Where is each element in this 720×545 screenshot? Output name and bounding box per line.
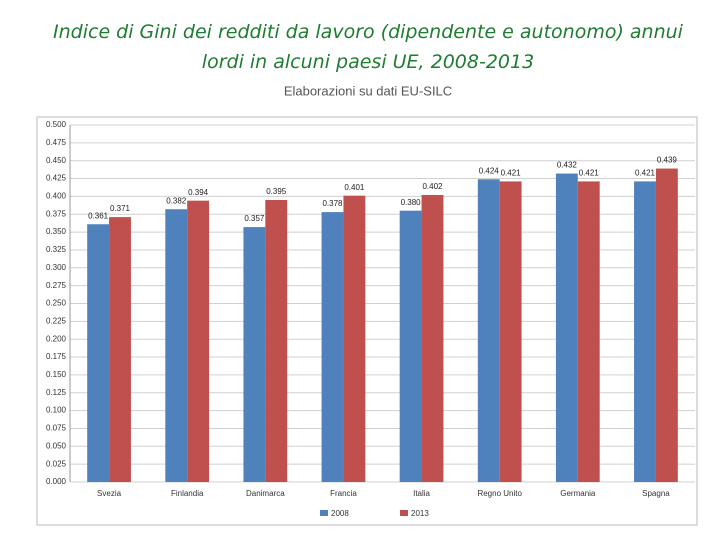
y-tick-label: 0.400 <box>46 192 67 201</box>
value-label: 0.371 <box>110 204 131 213</box>
y-tick-label: 0.075 <box>46 424 67 433</box>
bar <box>421 194 444 483</box>
bar <box>577 181 600 482</box>
y-tick-label: 0.425 <box>46 174 67 183</box>
y-tick-label: 0.450 <box>46 156 67 165</box>
y-tick-label: 0.325 <box>46 245 67 254</box>
bar <box>243 227 266 482</box>
x-tick-label: Germania <box>560 489 596 498</box>
bar <box>109 217 131 482</box>
value-label: 0.401 <box>344 183 365 192</box>
y-tick-label: 0.050 <box>46 441 67 450</box>
bar <box>555 173 578 482</box>
x-tick-label: Finlandia <box>171 489 204 498</box>
value-label: 0.421 <box>579 169 600 178</box>
y-tick-label: 0.125 <box>46 388 67 397</box>
bar <box>399 210 422 482</box>
value-label: 0.421 <box>501 169 522 178</box>
chart-subtitle: Elaborazioni su dati EU-SILC <box>284 83 452 98</box>
bar <box>321 212 344 482</box>
bar <box>187 200 210 482</box>
value-label: 0.378 <box>322 199 343 208</box>
y-tick-label: 0.275 <box>46 281 67 290</box>
x-tick-label: Regno Unito <box>477 489 522 498</box>
y-tick-label: 0.025 <box>46 459 67 468</box>
bar <box>265 199 288 482</box>
x-tick-label: Danimarca <box>246 489 285 498</box>
bar <box>655 168 678 482</box>
bar <box>499 181 522 482</box>
value-label: 0.361 <box>88 211 109 220</box>
bar <box>165 209 188 482</box>
x-tick-label: Svezia <box>97 489 122 498</box>
y-tick-label: 0.300 <box>46 263 67 272</box>
legend-label: 2013 <box>411 509 429 518</box>
value-label: 0.380 <box>401 198 422 207</box>
bar <box>477 179 500 482</box>
y-tick-label: 0.250 <box>46 299 67 308</box>
y-tick-label: 0.500 <box>46 120 67 129</box>
legend-swatch <box>320 510 328 516</box>
y-tick-label: 0.350 <box>46 227 67 236</box>
bar <box>634 181 656 482</box>
x-tick-label: Francia <box>330 489 357 498</box>
value-label: 0.382 <box>166 196 187 205</box>
value-label: 0.395 <box>266 187 287 196</box>
chart-title: Indice di Gini dei redditi da lavoro (di… <box>53 21 684 73</box>
y-tick-label: 0.000 <box>46 477 67 486</box>
value-label: 0.394 <box>188 188 209 197</box>
value-label: 0.424 <box>479 166 500 175</box>
y-tick-label: 0.100 <box>46 406 67 415</box>
x-tick-label: Italia <box>413 489 430 498</box>
y-tick-label: 0.475 <box>46 138 67 147</box>
y-tick-label: 0.200 <box>46 334 67 343</box>
value-label: 0.439 <box>657 156 678 165</box>
y-tick-label: 0.175 <box>46 352 67 361</box>
value-label: 0.421 <box>635 169 656 178</box>
value-label: 0.432 <box>557 161 578 170</box>
legend-swatch <box>400 510 408 516</box>
bar <box>343 195 366 482</box>
value-label: 0.402 <box>422 182 443 191</box>
bar <box>87 224 110 482</box>
y-tick-label: 0.375 <box>46 209 67 218</box>
y-tick-label: 0.225 <box>46 316 67 325</box>
legend-label: 2008 <box>331 509 349 518</box>
y-tick-label: 0.150 <box>46 370 67 379</box>
x-tick-label: Spagna <box>642 489 670 498</box>
value-label: 0.357 <box>244 214 265 223</box>
